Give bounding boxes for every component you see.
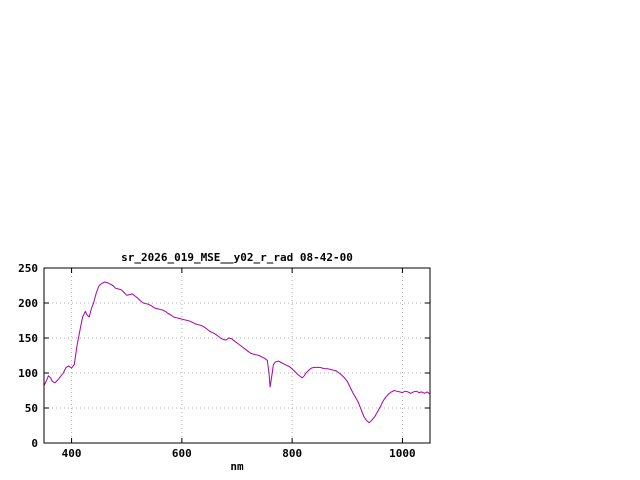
x-tick-label: 600	[172, 447, 192, 460]
y-tick-label: 250	[18, 262, 38, 275]
chart-grid	[44, 268, 430, 443]
y-tick-label: 100	[18, 367, 38, 380]
y-tick-label: 0	[31, 437, 38, 450]
chart-tick-labels: 0 50 100 150 200 250 400 600 800 1000	[18, 262, 416, 460]
y-tick-label: 150	[18, 332, 38, 345]
plot-border	[43, 267, 431, 444]
chart-ticks	[44, 267, 430, 444]
x-tick-label: 800	[282, 447, 302, 460]
spectrum-line	[43, 281, 431, 424]
x-tick-label: 400	[62, 447, 82, 460]
y-tick-label: 200	[18, 297, 38, 310]
x-tick-label: 1000	[389, 447, 416, 460]
x-axis-label: nm	[230, 460, 244, 473]
chart-title: sr_2026_019_MSE__y02_r_rad 08-42-00	[121, 251, 353, 264]
y-tick-label: 50	[25, 402, 38, 415]
